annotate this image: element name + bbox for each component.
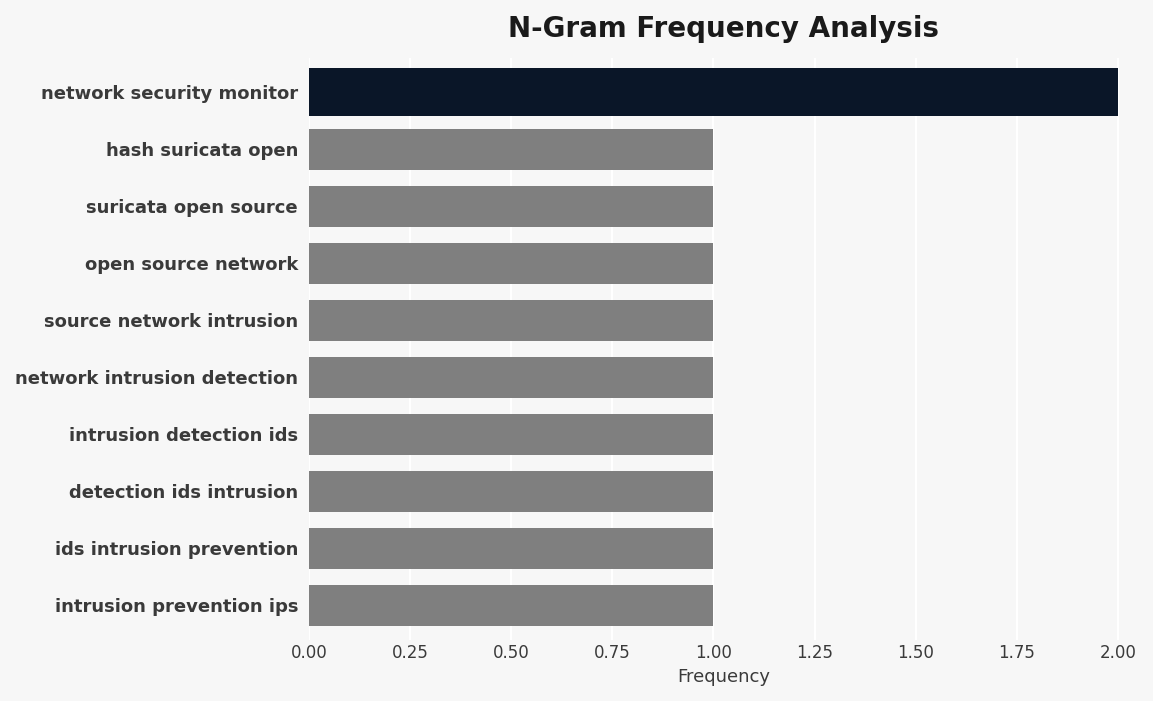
Bar: [309, 414, 714, 455]
Bar: [309, 243, 714, 284]
Bar: [309, 585, 714, 626]
Bar: [309, 186, 714, 226]
Bar: [309, 357, 714, 397]
Bar: [309, 68, 1117, 116]
X-axis label: Frequency: Frequency: [677, 668, 770, 686]
Bar: [309, 471, 714, 512]
Title: N-Gram Frequency Analysis: N-Gram Frequency Analysis: [508, 15, 939, 43]
Bar: [309, 128, 714, 170]
Bar: [309, 299, 714, 341]
Bar: [309, 528, 714, 569]
